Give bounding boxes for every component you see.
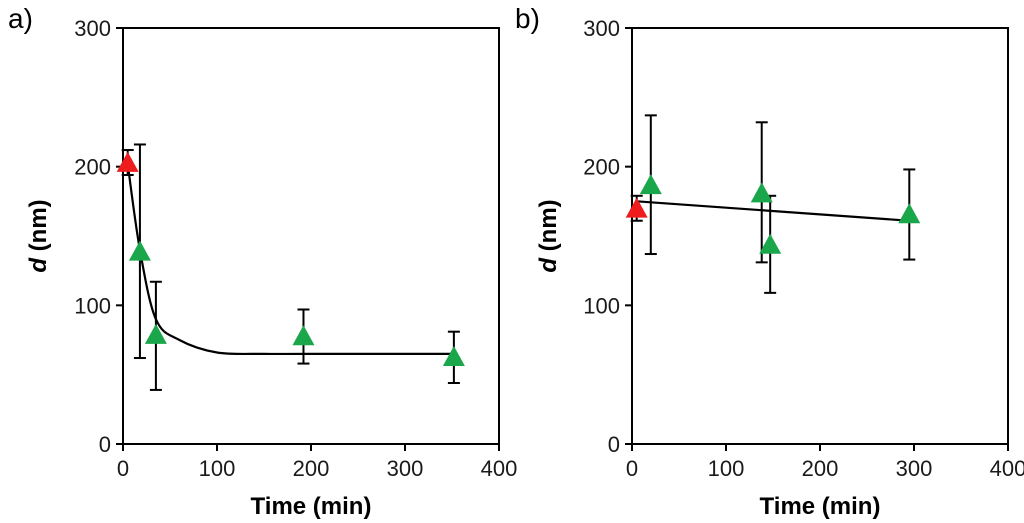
chart-0-x-tick-label: 100: [199, 456, 236, 481]
chart-1-marker-measured: [759, 233, 782, 254]
chart-1-y-tick-label: 200: [583, 155, 620, 180]
chart-0-y-axis-symbol: d: [25, 257, 52, 273]
chart-0-marker-initial: [116, 151, 139, 172]
chart-1-marker-initial: [625, 197, 648, 218]
chart-1-fit-line: [636, 200, 910, 222]
chart-0-x-tick-label: 300: [387, 456, 424, 481]
chart-1-x-tick-label: 400: [990, 456, 1024, 481]
chart-0-y-tick-label: 300: [74, 16, 111, 41]
chart-0-panel-label: a): [8, 3, 33, 34]
chart-1-plot-frame: [631, 27, 1009, 445]
chart-0-y-axis-unit: (nm): [25, 199, 52, 258]
chart-0-y-tick-label: 200: [74, 155, 111, 180]
chart-0-plot-frame: [122, 27, 500, 445]
chart-0-y-axis-title: d (nm): [25, 199, 52, 272]
chart-1-y-tick-label: 100: [583, 293, 620, 318]
chart-0-y-tick-label: 0: [99, 432, 111, 457]
panel-a: a) 0 100 200 300 400 0 100 200 300 Time (min) d (nm…: [8, 3, 517, 520]
chart-0-fit-line: [126, 163, 454, 356]
chart-1-x-axis-title: Time (min): [760, 493, 881, 520]
chart-1-y-tick-label: 0: [608, 432, 620, 457]
chart-1-x-tick-label: 100: [708, 456, 745, 481]
chart-1-y-tick-label: 300: [583, 16, 620, 41]
chart-0-x-axis-title: Time (min): [251, 493, 372, 520]
chart-1-x-tick-label: 0: [626, 456, 638, 481]
chart-0-x-tick-label: 200: [293, 456, 330, 481]
chart-0-marker-measured: [128, 240, 151, 261]
chart-1-x-tick-label: 300: [896, 456, 933, 481]
chart-1-marker-measured: [898, 203, 921, 224]
chart-0-marker-measured: [442, 346, 465, 367]
chart-0-marker-measured: [144, 323, 167, 344]
chart-1-marker-measured: [639, 174, 662, 195]
chart-0-x-tick-label: 400: [481, 456, 518, 481]
chart-0-marker-measured: [292, 325, 315, 346]
chart-1-x-tick-label: 200: [802, 456, 839, 481]
chart-1-y-axis-unit: (nm): [535, 199, 562, 258]
chart-0-x-tick-label: 0: [117, 456, 129, 481]
chart-1-y-axis-symbol: d: [535, 257, 562, 273]
chart-1-marker-measured: [750, 182, 773, 203]
panel-b: b) 0 100 200 300 400 0 100 200 300 Time (min) d (nm…: [515, 3, 1024, 520]
chart-1-panel-label: b): [515, 3, 540, 34]
chart-0-y-tick-label: 100: [74, 293, 111, 318]
chart-1-y-axis-title: d (nm): [535, 199, 562, 272]
